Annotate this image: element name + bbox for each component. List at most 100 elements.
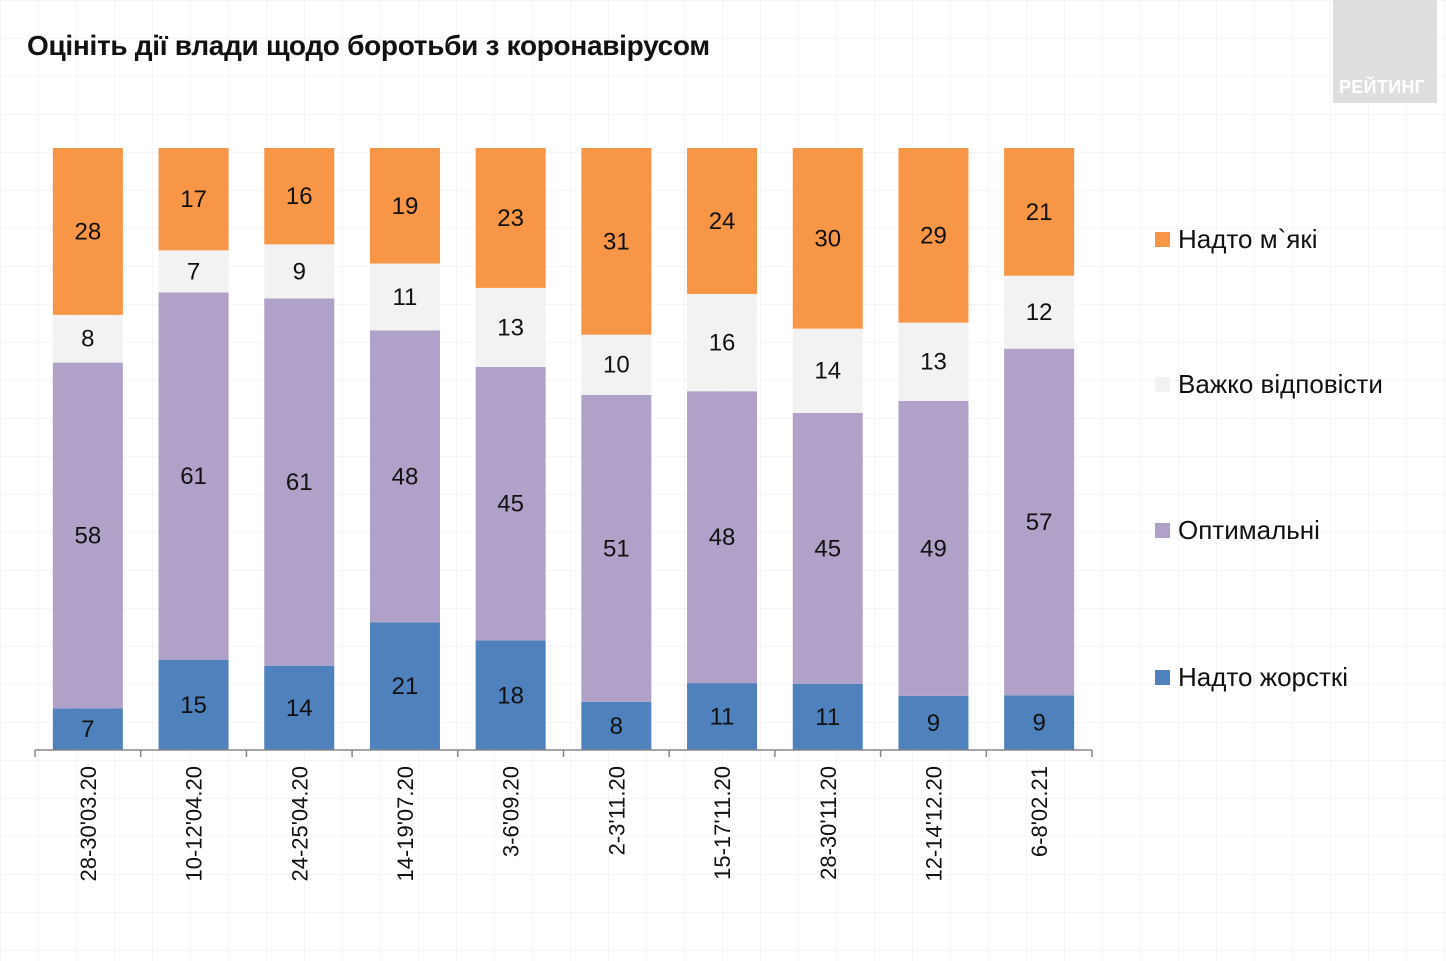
data-label-harsh: 9 xyxy=(927,710,940,737)
bar-stack: 9 49 13 29 xyxy=(898,148,969,750)
bar-segment-optimal xyxy=(792,412,863,684)
legend-item-optimal: Оптимальні xyxy=(1155,515,1320,546)
bar-segment-hard-to-say xyxy=(369,263,440,331)
bar-segment-soft xyxy=(898,148,969,323)
data-label-soft: 28 xyxy=(74,218,101,245)
bar-segment-harsh xyxy=(52,708,123,750)
data-label-soft: 31 xyxy=(603,228,630,255)
legend-swatch-harsh xyxy=(1155,670,1170,685)
x-tick-label: 12-14'12.20 xyxy=(921,766,946,882)
bar-segment-hard-to-say xyxy=(52,314,123,363)
data-label-harsh: 15 xyxy=(180,692,207,719)
x-tick-label: 6-8'02.21 xyxy=(1027,766,1052,857)
data-label-optimal: 61 xyxy=(180,463,207,490)
bar-segment-harsh xyxy=(158,659,229,750)
bar-segment-optimal xyxy=(158,292,229,660)
data-label-hard-to-say: 13 xyxy=(920,349,947,376)
chart-title: Оцініть дії влади щодо боротьби з корона… xyxy=(27,30,710,61)
x-tick-label: 14-19'07.20 xyxy=(393,766,418,882)
data-label-harsh: 7 xyxy=(81,716,94,743)
legend-label-soft: Надто м`які xyxy=(1178,224,1318,254)
x-tick-label: 15-17'11.20 xyxy=(710,766,735,880)
bar-segment-harsh xyxy=(687,683,758,750)
data-label-hard-to-say: 11 xyxy=(392,284,417,311)
data-label-hard-to-say: 14 xyxy=(814,358,841,385)
bar-segment-harsh xyxy=(475,640,546,750)
x-tick-label: 24-25'04.20 xyxy=(287,766,312,882)
bar-segment-optimal xyxy=(1004,348,1075,696)
data-label-harsh: 18 xyxy=(497,682,524,709)
bar-segment-hard-to-say xyxy=(792,328,863,413)
bar-segment-hard-to-say xyxy=(158,250,229,293)
bar-segment-harsh xyxy=(792,683,863,750)
bar-segment-harsh xyxy=(1004,695,1075,750)
bar-segment-optimal xyxy=(369,330,440,623)
bar-segment-hard-to-say xyxy=(898,322,969,401)
data-label-soft: 19 xyxy=(392,193,419,220)
data-label-optimal: 48 xyxy=(709,524,736,551)
data-label-hard-to-say: 16 xyxy=(709,330,736,357)
bar-segment-optimal xyxy=(52,362,123,709)
data-label-harsh: 11 xyxy=(815,704,840,731)
rating-logo: РЕЙТИНГ xyxy=(1333,0,1437,103)
bar-stack: 9 57 12 21 xyxy=(1004,148,1075,750)
data-label-harsh: 14 xyxy=(286,695,313,722)
legend-item-hard-to-say: Важко відповісти xyxy=(1155,369,1383,400)
bar-segment-hard-to-say xyxy=(475,287,546,367)
data-label-soft: 23 xyxy=(497,205,524,232)
data-label-optimal: 45 xyxy=(497,491,524,518)
data-label-soft: 29 xyxy=(920,222,947,249)
data-label-hard-to-say: 13 xyxy=(497,314,524,341)
legend-label-optimal: Оптимальні xyxy=(1178,515,1320,545)
bar-stack: 11 45 14 30 xyxy=(792,148,863,750)
bar-segment-optimal xyxy=(898,400,969,696)
bar-stack: 14 61 9 16 xyxy=(264,148,335,750)
data-label-optimal: 58 xyxy=(74,522,101,549)
bar-segment-soft xyxy=(369,148,440,264)
bar-segment-hard-to-say xyxy=(1004,275,1075,349)
bar-stack: 21 48 11 19 xyxy=(369,148,440,750)
x-tick-label: 28-30'11.20 xyxy=(816,766,841,880)
bar-stack: 18 45 13 23 xyxy=(475,148,546,750)
bar-segment-harsh xyxy=(264,665,335,750)
data-label-harsh: 8 xyxy=(610,713,623,740)
legend-swatch-soft xyxy=(1155,232,1170,247)
data-label-optimal: 51 xyxy=(603,535,630,562)
bar-segment-soft xyxy=(475,148,546,288)
x-tick-label: 28-30'03.20 xyxy=(76,766,101,882)
data-label-soft: 24 xyxy=(709,208,736,235)
bar-segment-hard-to-say xyxy=(687,293,758,392)
bar-segment-optimal xyxy=(264,298,335,666)
bar-segment-soft xyxy=(264,148,335,245)
data-label-soft: 30 xyxy=(814,225,841,252)
bar-segment-hard-to-say xyxy=(581,334,652,395)
bar-stack: 8 51 10 31 xyxy=(581,148,652,750)
data-label-optimal: 57 xyxy=(1026,509,1053,536)
x-tick-label: 2-3'11.20 xyxy=(604,766,629,855)
data-label-hard-to-say: 9 xyxy=(293,258,306,285)
bar-segment-hard-to-say xyxy=(264,244,335,299)
bar-segment-soft xyxy=(1004,148,1075,276)
data-label-soft: 16 xyxy=(286,183,313,210)
bar-segment-harsh xyxy=(898,695,969,750)
legend-swatch-optimal xyxy=(1155,523,1170,538)
bar-stack: 15 61 7 17 xyxy=(158,148,229,750)
x-tick-label: 3-6'09.20 xyxy=(499,766,524,857)
bar-segment-soft xyxy=(687,148,758,294)
bar-segment-soft xyxy=(581,148,652,335)
bar-stack: 11 48 16 24 xyxy=(687,148,758,750)
data-label-hard-to-say: 8 xyxy=(81,326,94,353)
legend-swatch-hard-to-say xyxy=(1155,377,1170,392)
bar-stack: 7 58 8 28 xyxy=(52,148,123,750)
x-tick-label: 10-12'04.20 xyxy=(182,766,207,882)
data-label-soft: 21 xyxy=(1026,199,1053,226)
data-label-hard-to-say: 10 xyxy=(603,352,630,379)
legend-item-soft: Надто м`які xyxy=(1155,224,1317,255)
data-label-optimal: 61 xyxy=(286,469,313,496)
data-label-harsh: 9 xyxy=(1032,710,1045,737)
logo-text: РЕЙТИНГ xyxy=(1339,77,1426,97)
bar-segment-harsh xyxy=(369,622,440,750)
bar-segment-soft xyxy=(52,148,123,315)
bar-segment-harsh xyxy=(581,701,652,750)
